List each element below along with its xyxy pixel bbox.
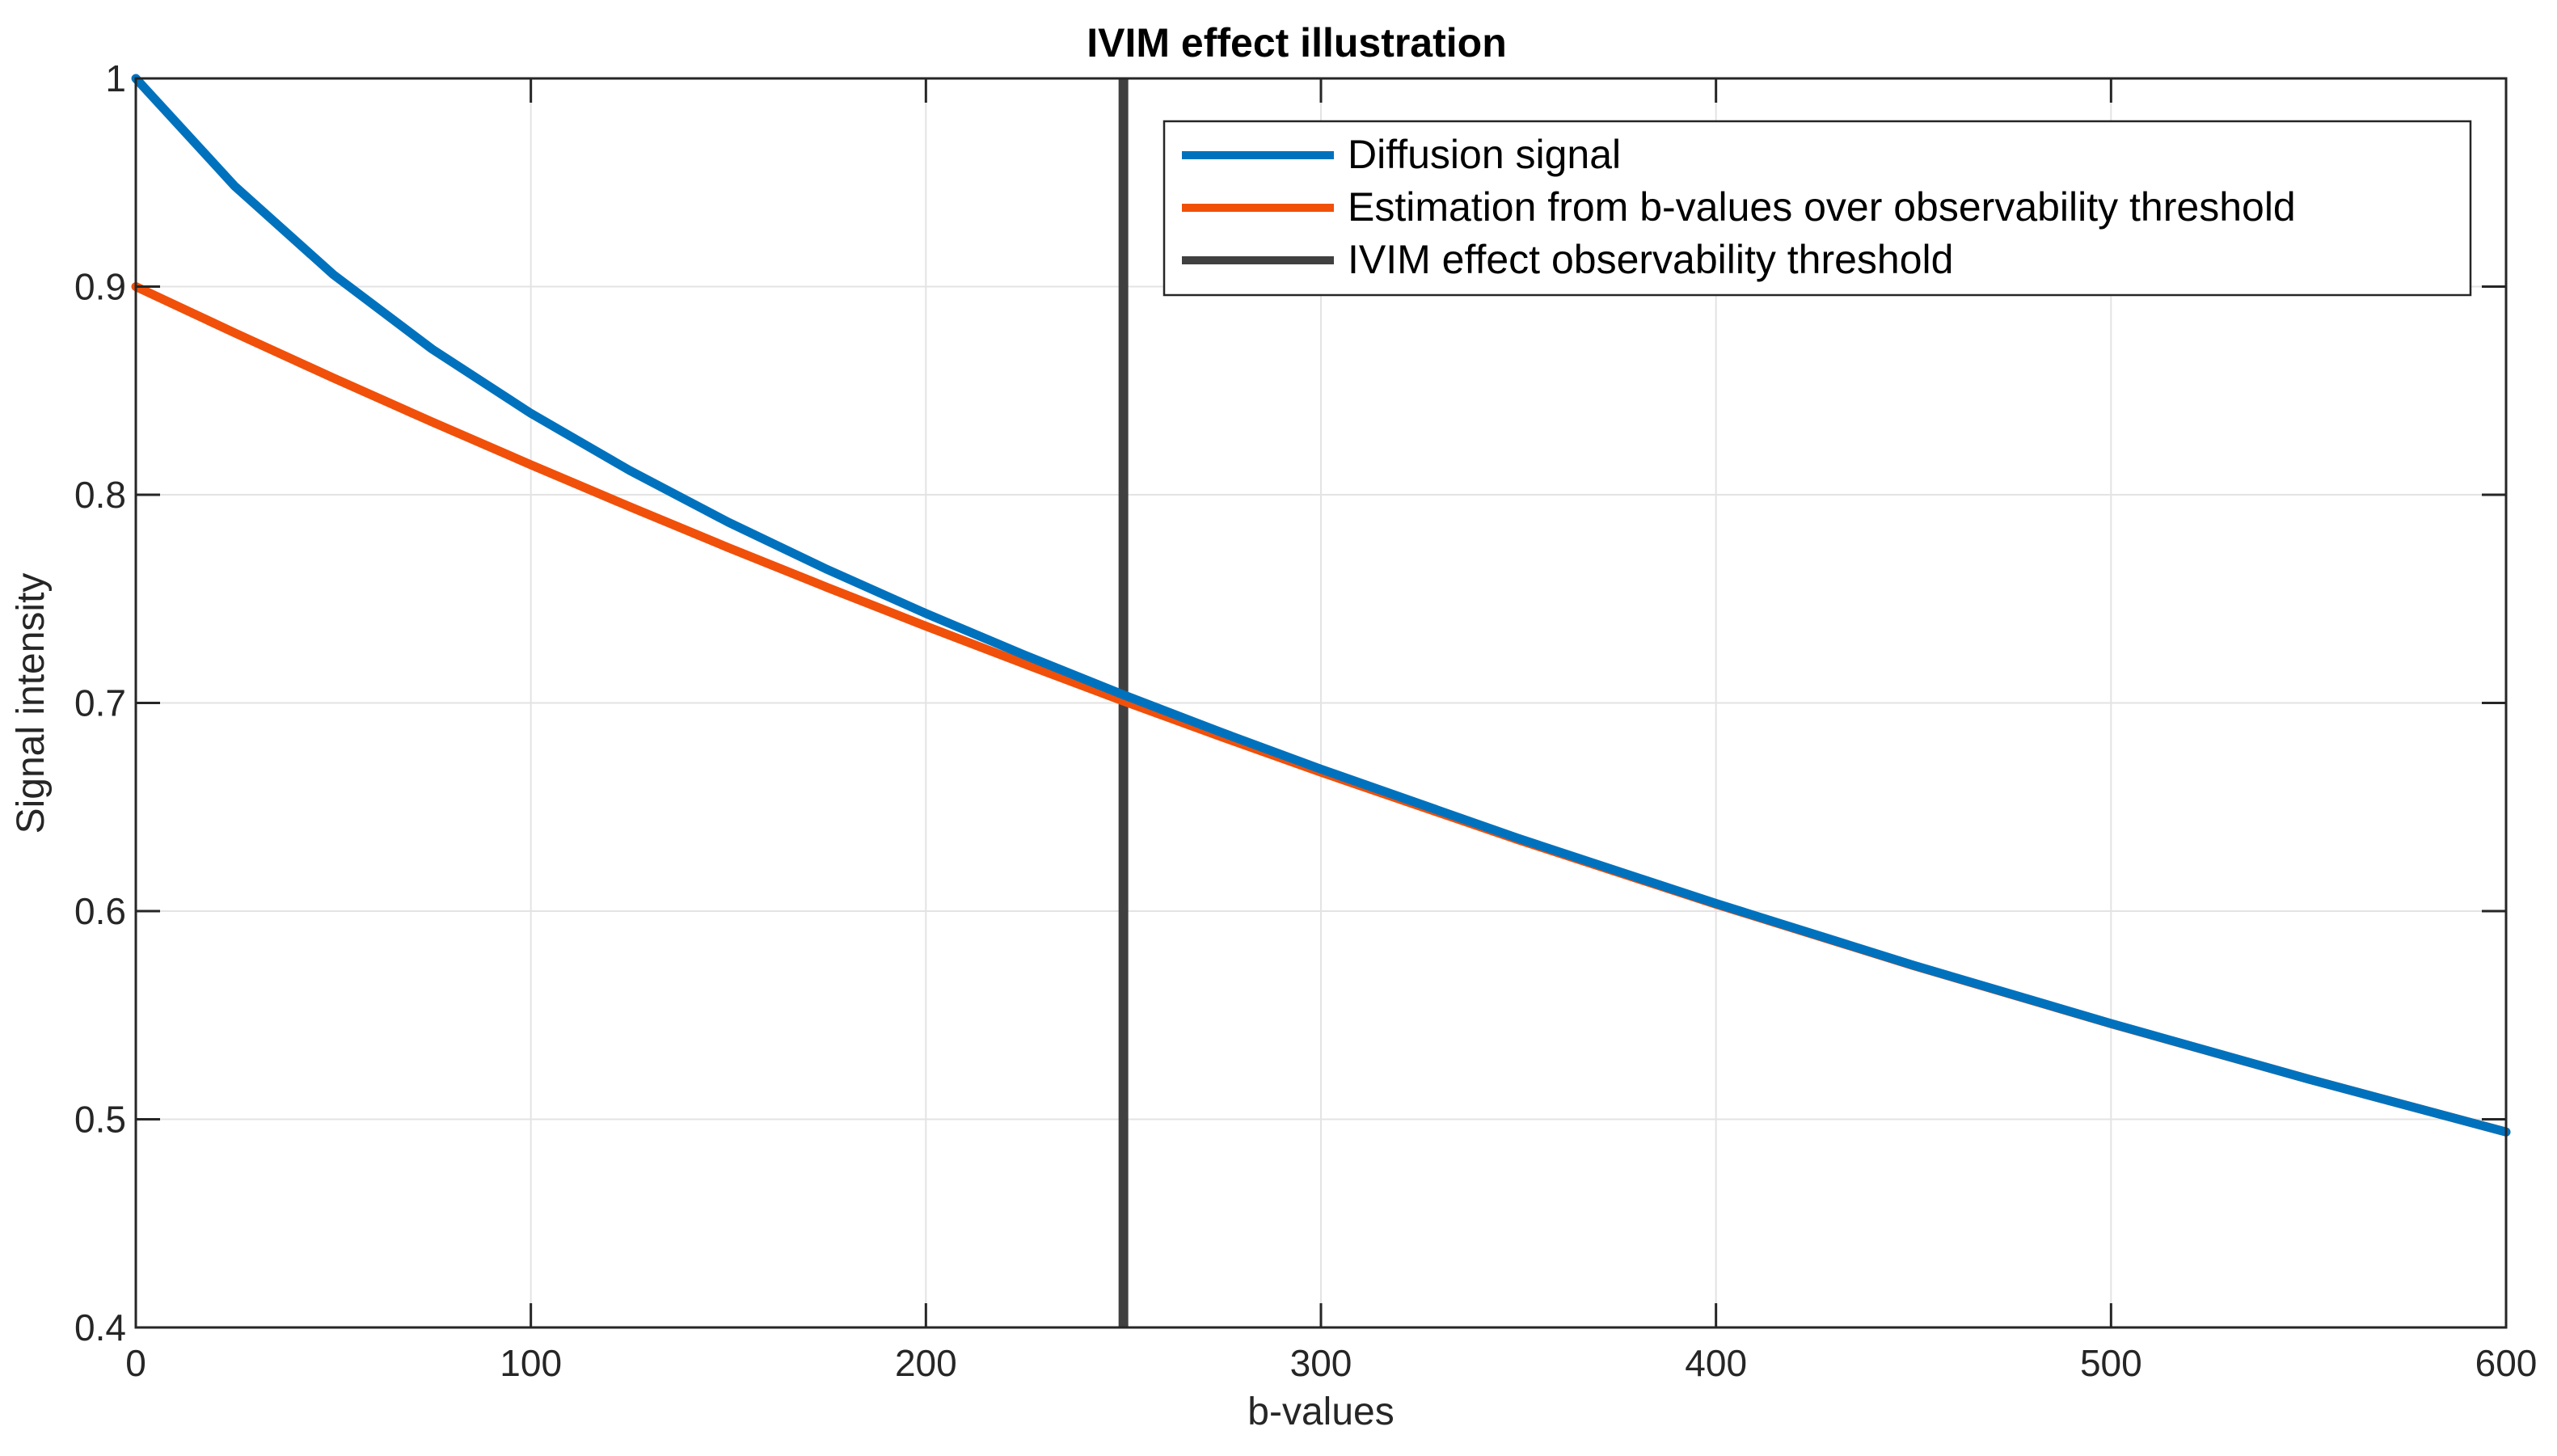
legend-box [1162, 120, 2472, 297]
y-tick-label: 0.9 [74, 266, 126, 308]
x-tick-label: 400 [1685, 1342, 1747, 1384]
y-tick-label: 0.7 [74, 682, 126, 724]
x-axis-label: b-values [1247, 1391, 1394, 1433]
diffusion-signal-line [131, 74, 2511, 1137]
legend: Diffusion signal Estimation from b-value… [1162, 120, 2472, 297]
legend-label-estimation: Estimation from b-values over observabil… [1348, 184, 2296, 230]
y-tick-label: 1 [105, 57, 126, 99]
x-tick-label: 100 [500, 1342, 562, 1384]
y-tick-label: 0.6 [74, 890, 126, 932]
plot-lines [131, 74, 2511, 1327]
y-axis-label: Signal intensity [10, 573, 53, 834]
legend-label-diffusion: Diffusion signal [1348, 132, 1621, 177]
x-tick-label: 600 [2475, 1342, 2538, 1384]
x-tick-label: 500 [2080, 1342, 2142, 1384]
x-tick-label: 200 [895, 1342, 957, 1384]
y-tick-label: 0.5 [74, 1099, 126, 1141]
chart-title: IVIM effect illustration [1087, 20, 1507, 65]
x-tick-label: 0 [125, 1342, 146, 1384]
x-tick-label: 300 [1290, 1342, 1352, 1384]
ticks: 0 100 200 300 400 500 600 0.4 0.5 0.6 0.7 0.8 0.9 1 [74, 57, 2537, 1384]
y-tick-label: 0.4 [74, 1306, 126, 1348]
legend-label-threshold: IVIM effect observability threshold [1348, 237, 1953, 282]
y-tick-label: 0.8 [74, 474, 126, 516]
